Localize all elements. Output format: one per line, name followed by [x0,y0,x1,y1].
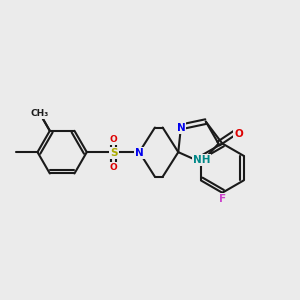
Text: NH: NH [193,155,210,165]
Text: N: N [177,123,185,133]
Text: O: O [110,163,118,172]
Text: O: O [110,135,118,144]
Text: CH₃: CH₃ [30,109,48,118]
Text: N: N [135,148,144,158]
Text: S: S [110,148,118,158]
Text: O: O [235,129,243,139]
Text: F: F [219,194,226,204]
